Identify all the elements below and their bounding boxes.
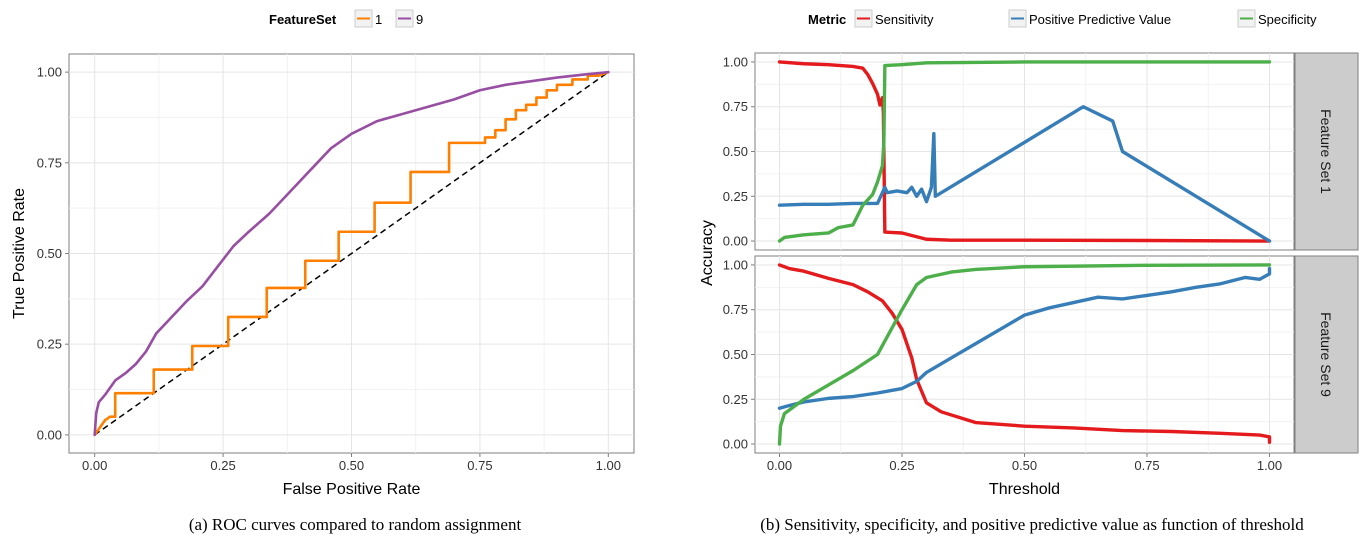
y-tick-label: 1.00 bbox=[723, 257, 748, 272]
facet-1: 0.00 0.25 0.50 0.75 1.00 Feature Set 1 bbox=[723, 52, 1359, 251]
facet-strip bbox=[1294, 52, 1359, 251]
caption-b: (b) Sensitivity, specificity, and positi… bbox=[760, 515, 1304, 534]
x-axis-label: False Positive Rate bbox=[283, 481, 421, 498]
metric-series-positive-predictive-value bbox=[777, 266, 1272, 410]
random-assignment-line bbox=[94, 71, 609, 436]
legend-title: FeatureSet bbox=[269, 12, 337, 27]
legend-label-sensitivity: Sensitivity bbox=[875, 12, 934, 27]
y-tick-label: 1.00 bbox=[37, 65, 62, 80]
facet-strip-label: Feature Set 9 bbox=[1318, 312, 1334, 397]
x-tick-label: 1.00 bbox=[596, 458, 621, 473]
y-tick-label: 0.25 bbox=[723, 189, 748, 204]
roc-series-1 bbox=[93, 70, 610, 437]
y-tick-label: 0.50 bbox=[37, 246, 62, 261]
metric-series-sensitivity bbox=[777, 263, 1272, 444]
legend-label-1: 1 bbox=[375, 12, 382, 27]
legend-label-9: 9 bbox=[416, 12, 423, 27]
x-tick-label: 1.00 bbox=[1257, 458, 1282, 473]
roc-chart: 0.00 0.00 0.25 0.25 0.50 0.50 0.75 0.75 1.00 1.00… bbox=[11, 9, 635, 498]
y-axis-label: True Positive Rate bbox=[11, 188, 28, 319]
y-tick-label: 0.25 bbox=[37, 337, 62, 352]
x-tick-label: 0.50 bbox=[1012, 458, 1037, 473]
y-tick-label: 1.00 bbox=[723, 54, 748, 69]
y-tick-label: 0.00 bbox=[37, 427, 62, 442]
y-tick-label: 0.50 bbox=[723, 144, 748, 159]
x-tick-label: 0.00 bbox=[767, 458, 792, 473]
x-tick-label: 0.75 bbox=[1134, 458, 1159, 473]
legend-metric: Metric Sensitivity Positive Predictive Val… bbox=[808, 9, 1317, 28]
y-tick-label: 0.75 bbox=[723, 99, 748, 114]
y-tick-label: 0.00 bbox=[723, 234, 748, 249]
legend-label-positive-predictive-value: Positive Predictive Value bbox=[1029, 12, 1171, 27]
metric-series-positive-predictive-value bbox=[777, 105, 1272, 243]
x-axis-label: Threshold bbox=[989, 481, 1060, 498]
x-tick-label: 0.25 bbox=[210, 458, 235, 473]
facet-strip-label: Feature Set 1 bbox=[1318, 109, 1334, 194]
y-tick-label: 0.25 bbox=[723, 392, 748, 407]
roc-series-9 bbox=[93, 70, 610, 437]
y-tick-label: 0.00 bbox=[723, 437, 748, 452]
x-tick-label: 0.00 bbox=[82, 458, 107, 473]
facet-strip bbox=[1294, 255, 1359, 454]
metric-series-specificity bbox=[777, 60, 1272, 243]
y-tick-label: 0.50 bbox=[723, 347, 748, 362]
legend-title: Metric bbox=[808, 12, 846, 27]
metric-series-specificity bbox=[777, 263, 1272, 446]
x-tick-label: 0.75 bbox=[467, 458, 492, 473]
y-tick-label: 0.75 bbox=[723, 302, 748, 317]
caption-a: (a) ROC curves compared to random assign… bbox=[189, 515, 522, 534]
y-tick-label: 0.75 bbox=[37, 155, 62, 170]
x-tick-label: 0.25 bbox=[889, 458, 914, 473]
x-tick-label: 0.50 bbox=[339, 458, 364, 473]
metric-series-sensitivity bbox=[777, 60, 1272, 243]
legend-featureset: FeatureSet 1 9 bbox=[269, 9, 423, 28]
y-axis-label: Accuracy bbox=[699, 220, 716, 286]
legend-label-specificity: Specificity bbox=[1258, 12, 1317, 27]
facet-2: 0.00 0.00 0.25 0.25 0.50 0.50 0.75 0.75 1.00 1.00… bbox=[723, 255, 1359, 473]
